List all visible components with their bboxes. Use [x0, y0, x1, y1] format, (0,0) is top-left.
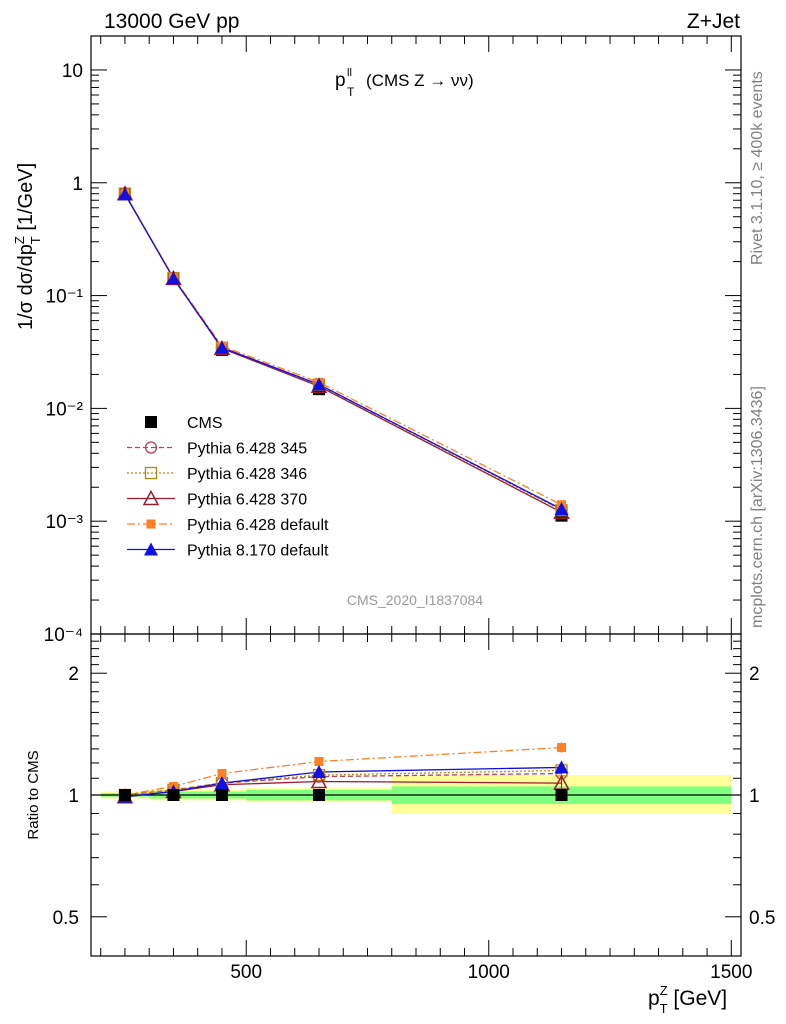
ratio-x-tick-label: 500: [230, 962, 262, 983]
main-line-p370: [124, 193, 562, 513]
legend-marker-p8def: [144, 542, 158, 556]
main-line-p8def: [124, 193, 562, 510]
plot-title-sup: ll: [347, 67, 352, 79]
ratio-point-p6def: [217, 769, 227, 779]
ratio-y-tick-label: 1: [68, 786, 79, 807]
ratio-point-cms: [118, 789, 131, 801]
ratio-point-p8def: [311, 764, 326, 778]
main-y-tick-label: 10⁻¹: [46, 287, 84, 308]
plot-title-sub: T: [347, 85, 355, 99]
ratio-y-tick-label: 2: [68, 664, 79, 685]
legend-marker-p345: [144, 441, 158, 454]
main-ylabel: 1/σ dσ/dpZT [1/GeV]: [12, 163, 43, 330]
legend-label-p6def: Pythia 6.428 default: [187, 517, 329, 534]
legend-marker-p346: [144, 466, 158, 480]
analysis-id: CMS_2020_I1837084: [347, 592, 483, 608]
main-ylabel-text: 1/σ dσ/dpZT [1/GeV]: [12, 163, 43, 330]
ratio-y-tick-label-right: 2: [749, 664, 760, 685]
legend-label-p346: Pythia 6.428 346: [187, 466, 307, 483]
mcplots-label: mcplots.cern.ch [arXiv:1306.3436]: [749, 386, 766, 628]
legend-marker-cms: [145, 416, 157, 428]
main-y-tick-label: 10: [62, 61, 83, 82]
ratio-point-cms: [555, 789, 568, 801]
ratio-point-p6def: [557, 743, 567, 753]
x-axis-label-text: pZ T [GeV]: [648, 983, 727, 1016]
legend-label-cms: CMS: [187, 415, 223, 432]
ratio-ylabel: Ratio to CMS: [25, 750, 42, 839]
main-y-tick-label: 10⁻⁴: [44, 625, 83, 646]
main-y-tick-label: 10⁻³: [46, 512, 84, 533]
legend-marker-p6def: [146, 519, 156, 529]
plot-title: p ll T (CMS Z → νν): [335, 67, 474, 99]
main-point-p8def: [117, 187, 132, 201]
ratio-x-tick-label: 1500: [710, 962, 752, 983]
plot-title-rest: (CMS Z → νν): [366, 71, 474, 90]
legend-label-p345: Pythia 6.428 345: [187, 441, 307, 458]
legend-label-p370: Pythia 6.428 370: [187, 492, 307, 509]
main-point-p8def: [214, 340, 229, 354]
ratio-point-p6def: [314, 757, 324, 767]
main-line-p345: [124, 193, 562, 511]
header-left: 13000 GeV pp: [104, 10, 239, 33]
ratio-y-tick-label-right: 1: [749, 786, 760, 807]
main-point-p8def: [554, 502, 569, 516]
ratio-y-tick-label-right: 0.5: [749, 908, 775, 929]
plot-title-main: p: [335, 70, 346, 91]
main-point-p8def: [311, 377, 326, 391]
ratio-y-tick-label: 0.5: [53, 908, 79, 929]
ratio-x-tick-label: 1000: [468, 962, 510, 983]
x-axis-label: pZ T [GeV]: [648, 983, 727, 1016]
main-line-p6def: [124, 193, 562, 506]
rivet-version-label: Rivet 3.1.10, ≥ 400k events: [749, 71, 766, 265]
ratio-point-p8def: [214, 776, 229, 790]
ratio-point-cms: [215, 789, 228, 801]
ratio-point-p370: [310, 772, 328, 789]
ratio-point-cms: [312, 789, 325, 801]
header-right: Z+Jet: [687, 10, 740, 33]
legend-label-p8def: Pythia 8.170 default: [187, 543, 329, 560]
legend-marker-p370: [142, 489, 160, 506]
main-point-p8def: [166, 271, 181, 285]
main-y-tick-label: 1: [72, 174, 83, 195]
ratio-point-cms: [167, 789, 180, 801]
main-y-tick-label: 10⁻²: [46, 399, 84, 420]
main-line-p346: [124, 193, 562, 511]
ratio-point-p8def: [554, 760, 569, 774]
